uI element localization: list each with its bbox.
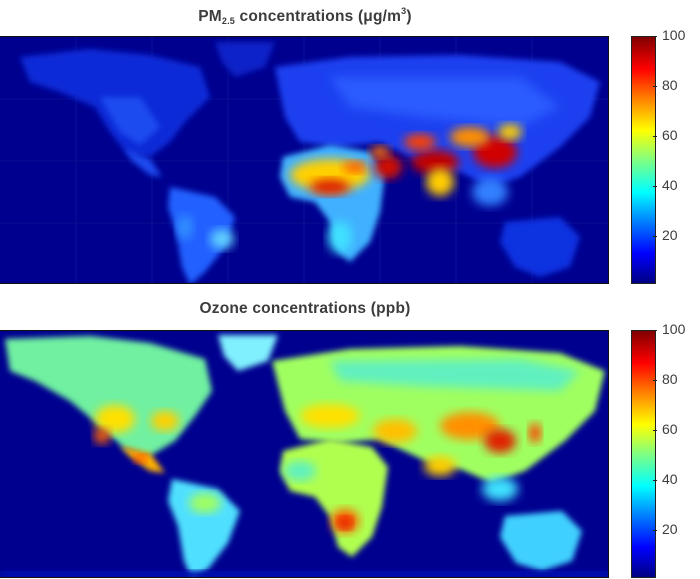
pm25-tick-mark (653, 36, 657, 37)
pm25-title: PM2.5 concentrations (μg/m3) (198, 6, 412, 26)
pm25-tick-20: 20 (662, 227, 678, 243)
pm25-map (0, 36, 609, 284)
ozone-tick-mark (653, 380, 657, 381)
ozone-tick-100: 100 (662, 321, 686, 337)
ozone-panel: Ozone concentrations (ppb) (0, 294, 700, 579)
ozone-tick-80: 80 (662, 371, 678, 387)
pm25-tick-mark (653, 186, 657, 187)
ozone-tick-20: 20 (662, 521, 678, 537)
pm25-tick-mark (653, 136, 657, 137)
ozone-tick-mark (653, 480, 657, 481)
ozone-tick-mark (653, 330, 657, 331)
pm25-tick-80: 80 (662, 77, 678, 93)
ozone-colorbar (631, 330, 656, 578)
pm25-panel: PM2.5 concentrations (μg/m3) (0, 0, 700, 285)
pm25-colorbar (631, 36, 656, 284)
ozone-tick-mark (653, 430, 657, 431)
pm25-tick-mark (653, 86, 657, 87)
ozone-map (0, 330, 609, 578)
ozone-tick-mark (653, 530, 657, 531)
pm25-tick-40: 40 (662, 177, 678, 193)
pm25-tick-mark (653, 236, 657, 237)
ozone-tick-60: 60 (662, 421, 678, 437)
ozone-tick-40: 40 (662, 471, 678, 487)
pm25-tick-100: 100 (662, 27, 686, 43)
pm25-tick-60: 60 (662, 127, 678, 143)
ozone-title: Ozone concentrations (ppb) (199, 300, 411, 317)
